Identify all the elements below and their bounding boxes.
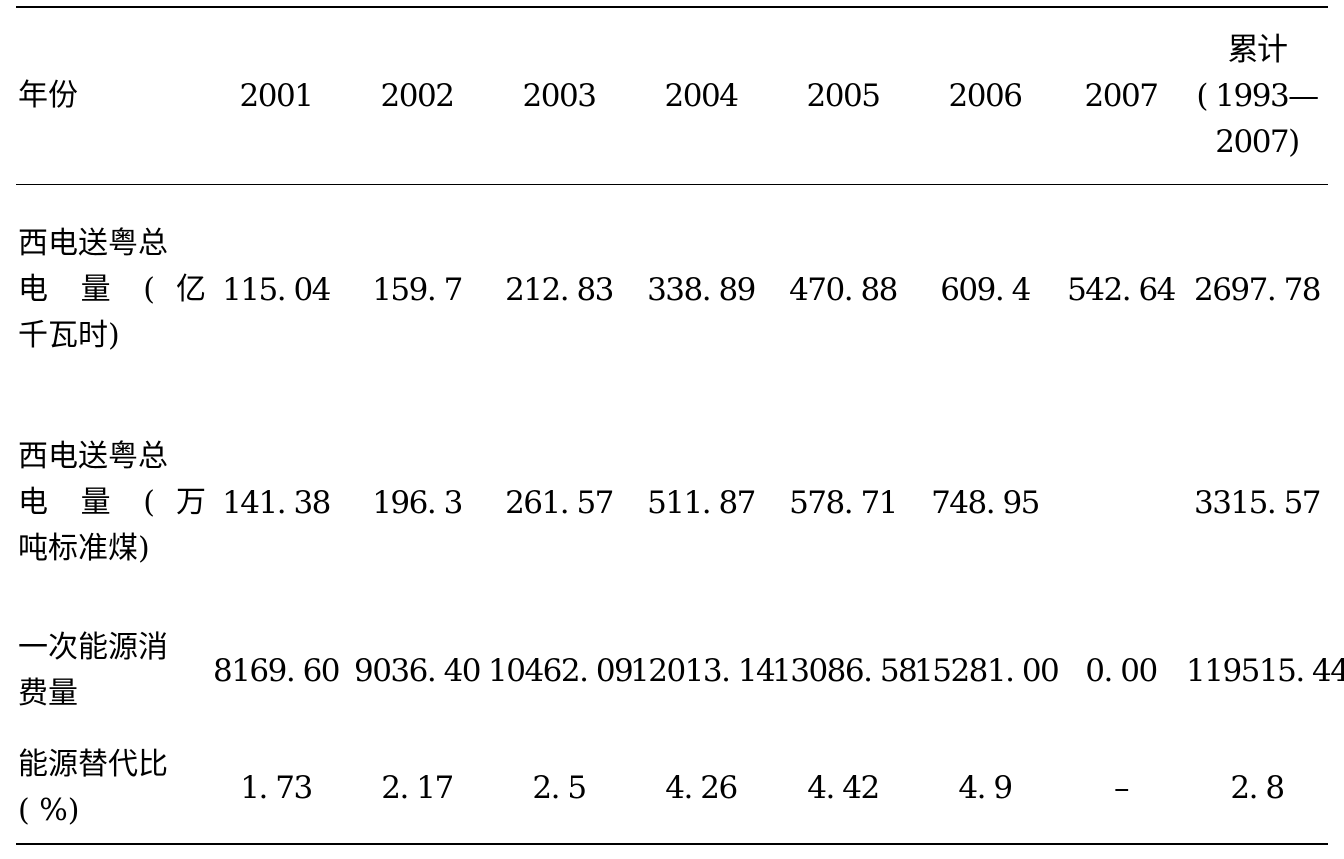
year-header-label: 年份 xyxy=(18,78,78,113)
year-header-2002: 2002 xyxy=(380,78,455,114)
row-label-line2: 电 量 ( 万 xyxy=(18,485,206,520)
table-cell: 0. 00 xyxy=(1085,653,1158,689)
table-cell: 748. 95 xyxy=(931,485,1040,521)
table-cell: 2697. 78 xyxy=(1193,272,1322,308)
table-cell: 542. 64 xyxy=(1067,272,1176,308)
table-cell: 578. 71 xyxy=(789,485,898,521)
table-header-row: 年份 2001 2002 2003 2004 2005 2006 2007 累计… xyxy=(16,8,1328,184)
table-cell: 4. 26 xyxy=(665,770,738,806)
table-row: 能源替代比 ( %) 1. 73 2. 17 2. 5 4. 26 4. 42 … xyxy=(16,732,1328,844)
cumulative-header-line3: 2007) xyxy=(1215,124,1300,160)
table-cell: 2. 17 xyxy=(381,770,454,806)
row-label-line3: 吨标准煤) xyxy=(18,531,150,566)
table-cell: 10462. 09 xyxy=(488,653,634,689)
row-label-line1: 西电送粤总 xyxy=(18,439,168,474)
table-cell: 9036. 40 xyxy=(353,653,482,689)
row-label: 西电送粤总 电 量 ( 亿 千瓦时) xyxy=(16,184,206,396)
row-label-line1: 一次能源消 xyxy=(18,630,168,665)
table-cell: 2. 5 xyxy=(532,770,587,806)
table-header-rule xyxy=(16,184,1328,185)
table-cell: 115. 04 xyxy=(222,272,331,308)
year-header-2007: 2007 xyxy=(1084,78,1159,114)
table-cell: 12013. 14 xyxy=(630,653,776,689)
year-header-2006: 2006 xyxy=(948,78,1023,114)
table-cell: 338. 89 xyxy=(647,272,756,308)
table-cell: 4. 42 xyxy=(807,770,880,806)
year-header-2001: 2001 xyxy=(239,78,314,114)
table-cell: 141. 38 xyxy=(222,485,331,521)
row-label-line2: ( %) xyxy=(18,793,80,828)
table-bottom-rule xyxy=(16,843,1328,845)
row-label-line1: 能源替代比 xyxy=(18,747,168,782)
year-header-2004: 2004 xyxy=(664,78,739,114)
table-row: 西电送粤总 电 量 ( 亿 千瓦时) 115. 04 159. 7 212. 8… xyxy=(16,184,1328,396)
row-label: 能源替代比 ( %) xyxy=(16,732,206,844)
table-top-rule xyxy=(16,6,1328,8)
row-label: 一次能源消 费量 xyxy=(16,610,206,732)
table-cell: 119515. 44 xyxy=(1186,653,1344,689)
cumulative-header: 累计 ( 1993— 2007) xyxy=(1186,8,1328,184)
table-row: 一次能源消 费量 8169. 60 9036. 40 10462. 09 120… xyxy=(16,610,1344,732)
table-cell: 3315. 57 xyxy=(1193,485,1322,521)
table-cell: – xyxy=(1114,770,1130,806)
table-cell xyxy=(1056,396,1186,610)
table-row: 西电送粤总 电 量 ( 万 吨标准煤) 141. 38 196. 3 261. … xyxy=(16,396,1328,610)
table-cell: 261. 57 xyxy=(505,485,614,521)
table-cell: 13086. 58 xyxy=(772,653,918,689)
table-cell: 2. 8 xyxy=(1230,770,1285,806)
year-header-2003: 2003 xyxy=(522,78,597,114)
energy-substitution-table: 年份 2001 2002 2003 2004 2005 2006 2007 累计… xyxy=(16,8,1344,844)
table-cell: 159. 7 xyxy=(372,272,463,308)
row-label-line2: 费量 xyxy=(18,676,78,711)
cumulative-header-line2: ( 1993— xyxy=(1196,78,1319,114)
cumulative-header-line1: 累计 xyxy=(1227,32,1289,68)
row-label: 西电送粤总 电 量 ( 万 吨标准煤) xyxy=(16,396,206,610)
table-cell: 609. 4 xyxy=(940,272,1031,308)
row-label-line3: 千瓦时) xyxy=(18,318,120,353)
row-label-line1: 西电送粤总 xyxy=(18,226,168,261)
table-cell: 8169. 60 xyxy=(212,653,341,689)
year-header-2005: 2005 xyxy=(806,78,881,114)
table-cell: 196. 3 xyxy=(372,485,463,521)
row-label-line2: 电 量 ( 亿 xyxy=(18,272,206,307)
table-cell: 470. 88 xyxy=(789,272,898,308)
table-cell: 15281. 00 xyxy=(914,653,1060,689)
table-cell: 4. 9 xyxy=(958,770,1013,806)
table-cell: 511. 87 xyxy=(647,485,756,521)
table-cell: 1. 73 xyxy=(240,770,313,806)
table-cell: 212. 83 xyxy=(505,272,614,308)
